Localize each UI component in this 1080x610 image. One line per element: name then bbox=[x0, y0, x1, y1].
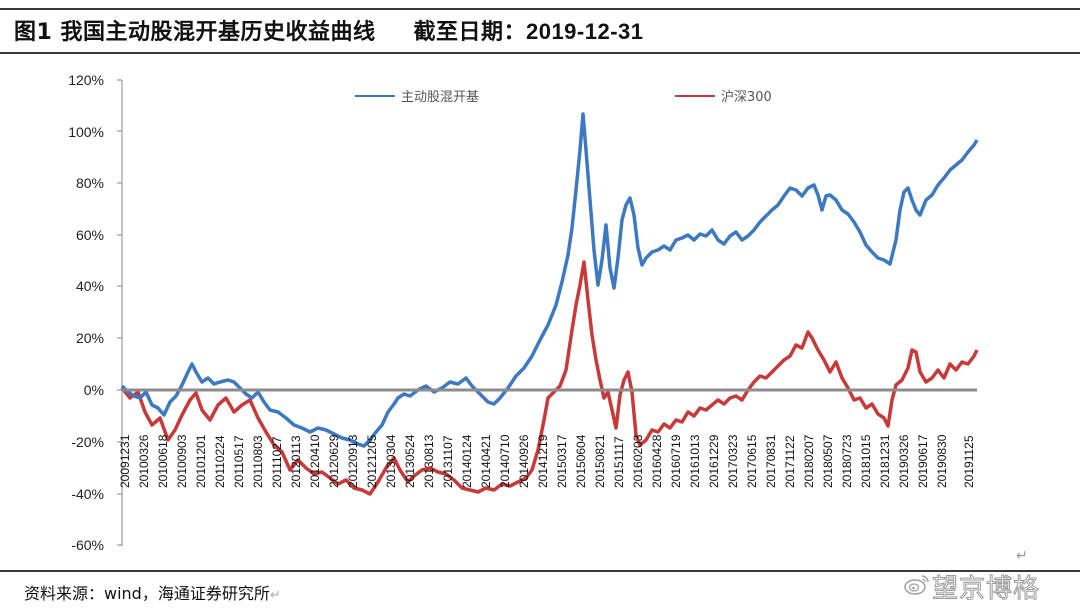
y-axis-ticks bbox=[117, 79, 122, 546]
figure-title: 图1 我国主动股混开基历史收益曲线 bbox=[14, 20, 376, 45]
legend-swatch-csi300 bbox=[675, 94, 715, 97]
y-tick-0: 0% bbox=[83, 382, 104, 398]
x-tick: 20111027 bbox=[270, 436, 284, 488]
x-tick: 20110517 bbox=[232, 435, 246, 489]
chart-title: 图1 我国主动股混开基历史收益曲线 截至日期：2019-12-31 bbox=[14, 14, 644, 46]
x-tick: 20121205 bbox=[365, 434, 379, 488]
x-tick: 20120410 bbox=[308, 434, 322, 488]
paragraph-mark: ↵ bbox=[269, 588, 281, 603]
x-tick: 20190830 bbox=[935, 434, 949, 488]
x-tick: 20120629 bbox=[327, 434, 341, 488]
legend-swatch-fund bbox=[355, 94, 395, 97]
x-tick: 20110224 bbox=[213, 435, 227, 489]
x-tick: 20191125 bbox=[962, 435, 976, 489]
x-tick: 20170831 bbox=[764, 434, 778, 488]
x-tick: 20161013 bbox=[688, 434, 702, 488]
x-tick: 20160203 bbox=[631, 434, 645, 488]
x-tick: 20150821 bbox=[593, 434, 607, 488]
y-tick-120: 120% bbox=[68, 72, 104, 88]
x-tick: 20140124 bbox=[460, 434, 474, 488]
y-tick-40: 40% bbox=[75, 278, 104, 294]
watermark-text: 望京博格 bbox=[931, 574, 1041, 605]
x-tick: 20100326 bbox=[137, 434, 151, 488]
cutoff-date: 截至日期：2019-12-31 bbox=[413, 19, 644, 44]
x-tick: 20170615 bbox=[745, 434, 759, 488]
y-tick-20: 20% bbox=[75, 330, 104, 346]
x-tick: 20141219 bbox=[536, 434, 550, 488]
title-rule bbox=[0, 52, 1080, 54]
y-tick-100: 100% bbox=[68, 124, 104, 140]
x-tick: 20161229 bbox=[707, 434, 721, 488]
x-tick: 20181231 bbox=[878, 434, 892, 488]
top-rule bbox=[0, 8, 1080, 10]
legend-label-fund: 主动股混开基 bbox=[401, 90, 480, 105]
x-tick: 20170323 bbox=[726, 434, 740, 488]
x-tick: 20190326 bbox=[897, 434, 911, 488]
x-tick: 20180207 bbox=[802, 434, 816, 488]
y-tick-neg40: -40% bbox=[71, 486, 104, 502]
x-tick: 20140710 bbox=[498, 434, 512, 488]
source-note: 资料来源：wind，海通证券研究所↵ bbox=[24, 580, 281, 604]
weibo-logo-icon bbox=[904, 575, 929, 595]
x-tick: 20130813 bbox=[422, 434, 436, 488]
x-tick: 20140421 bbox=[479, 434, 493, 488]
x-tick: 20181015 bbox=[859, 434, 873, 488]
x-tick: 20150604 bbox=[574, 434, 588, 488]
x-tick: 20180723 bbox=[840, 434, 854, 488]
y-tick-neg60: -60% bbox=[71, 537, 104, 553]
x-tick: 20110803 bbox=[251, 435, 265, 489]
x-tick: 20120113 bbox=[289, 435, 303, 489]
x-tick: 20130304 bbox=[384, 434, 398, 488]
x-tick: 20160719 bbox=[669, 434, 683, 488]
y-tick-80: 80% bbox=[75, 175, 104, 191]
x-tick: 20160428 bbox=[650, 434, 664, 488]
legend-label-csi300: 沪深300 bbox=[721, 90, 772, 105]
x-tick: 20190617 bbox=[916, 434, 930, 488]
legend-fund: 主动股混开基 bbox=[355, 86, 479, 105]
legend-csi300: 沪深300 bbox=[675, 86, 772, 105]
bottom-rule bbox=[0, 570, 1080, 572]
series-csi300-line bbox=[120, 260, 979, 496]
y-tick-60: 60% bbox=[75, 227, 104, 243]
x-tick: 20151117 bbox=[612, 436, 626, 488]
x-tick: 20140926 bbox=[517, 434, 531, 488]
y-tick-neg20: -20% bbox=[71, 434, 104, 450]
x-tick: 20130524 bbox=[403, 434, 417, 488]
x-tick: 20101201 bbox=[194, 434, 208, 488]
source-text: 资料来源：wind，海通证券研究所 bbox=[24, 584, 270, 603]
x-tick: 20180507 bbox=[821, 434, 835, 488]
series-fund-line bbox=[120, 112, 979, 448]
x-tick: 20120913 bbox=[346, 434, 360, 488]
x-tick: 20171122 bbox=[783, 435, 797, 489]
x-tick: 20100618 bbox=[156, 434, 170, 488]
x-tick: 20100903 bbox=[175, 434, 189, 488]
x-tick: 20150317 bbox=[555, 434, 569, 488]
x-tick: 20091231 bbox=[118, 434, 132, 488]
x-tick: 20131107 bbox=[441, 435, 455, 489]
paragraph-mark: ↵ bbox=[1016, 548, 1028, 564]
